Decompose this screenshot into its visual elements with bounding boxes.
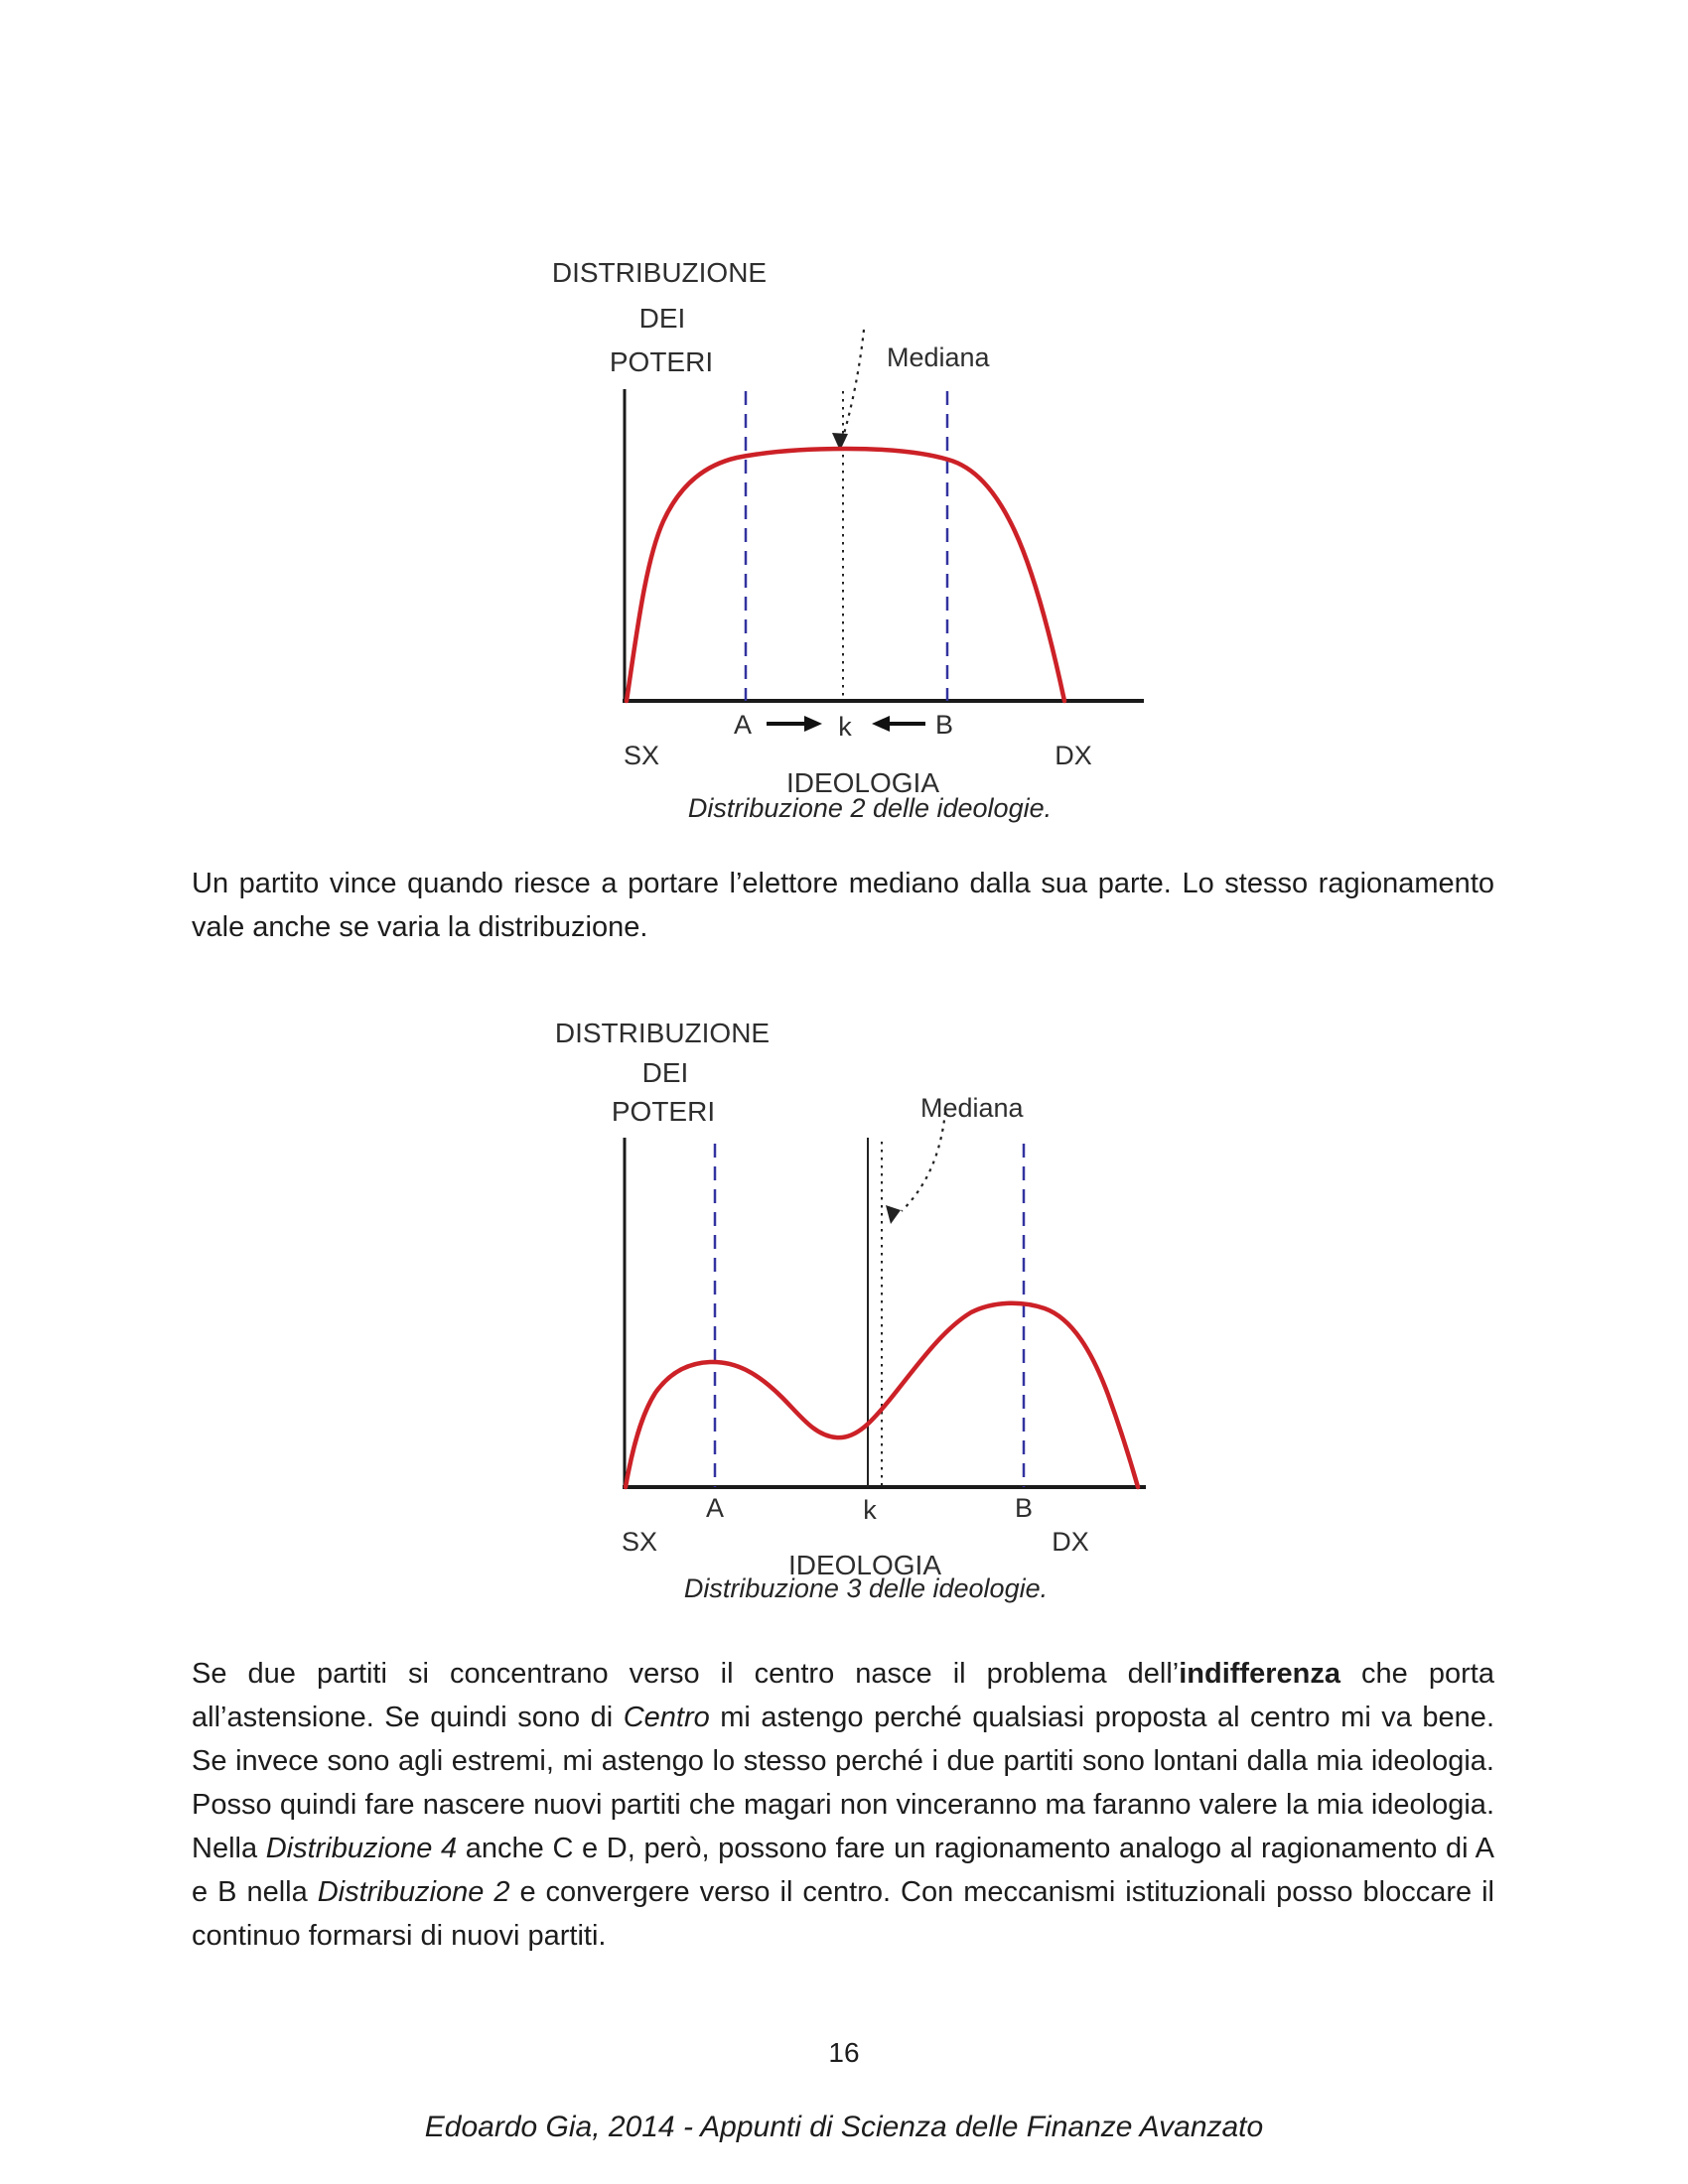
y-axis-title-line2: DEI xyxy=(639,303,686,334)
page-number: 16 xyxy=(828,2037,860,2068)
y-axis-title-line3: POTERI xyxy=(610,346,713,377)
text-segment: Distribuzione 4 xyxy=(265,1833,458,1864)
text-segment: anche C e D, però, possono fare un ragio… xyxy=(192,1833,1494,1908)
tick-b-label: B xyxy=(1015,1493,1033,1523)
y-axis-title-line2: DEI xyxy=(642,1057,689,1088)
text-segment: Distribuzione 2 xyxy=(317,1876,510,1908)
text-segment: mi astengo perché qualsiasi proposta al … xyxy=(192,1702,1494,1864)
tick-k-label: k xyxy=(838,712,852,742)
mediana-arrowhead-icon xyxy=(886,1205,901,1224)
arrow-a-toward-k-head-icon xyxy=(804,716,822,732)
chart-distribuzione-2: DISTRIBUZIONE DEI POTERI Mediana A k B S… xyxy=(552,257,1144,823)
x-axis-title: IDEOLOGIA xyxy=(786,767,939,798)
chart-caption: Distribuzione 3 delle ideologie. xyxy=(684,1573,1048,1603)
mediana-arrowhead-icon xyxy=(832,433,848,451)
mediana-arrow-line xyxy=(841,329,866,438)
y-axis-title-line1: DISTRIBUZIONE xyxy=(555,1018,770,1048)
tick-k-label: k xyxy=(863,1495,877,1525)
tick-b-label: B xyxy=(935,710,953,740)
y-axis-title-line1: DISTRIBUZIONE xyxy=(552,257,767,288)
text-segment: e convergere verso il centro. Con meccan… xyxy=(192,1876,1494,1952)
text-segment: che porta all’astensione. Se quindi sono… xyxy=(192,1658,1494,1733)
chart-caption: Distribuzione 2 delle ideologie. xyxy=(688,793,1052,823)
paragraph-median-voter: Un partito vince quando riesce a portare… xyxy=(192,868,1494,943)
chart-distribuzione-3: DISTRIBUZIONE DEI POTERI Mediana A k B S… xyxy=(555,1018,1146,1603)
x-axis-title: IDEOLOGIA xyxy=(788,1550,941,1580)
mediana-label: Mediana xyxy=(887,342,991,372)
ideology-distribution-curve xyxy=(624,446,1067,704)
arrow-b-toward-k-head-icon xyxy=(872,716,890,732)
dx-label: DX xyxy=(1052,1527,1089,1557)
dx-label: DX xyxy=(1055,741,1092,770)
mediana-arrow-line xyxy=(901,1111,947,1212)
mediana-label: Mediana xyxy=(920,1093,1025,1123)
text-segment: indifferenza xyxy=(1179,1658,1340,1690)
sx-label: SX xyxy=(622,1527,657,1557)
ideology-distribution-curve xyxy=(623,1300,1141,1490)
tick-a-label: A xyxy=(706,1493,724,1523)
text-segment: Se due partiti si concentrano verso il c… xyxy=(192,1658,1180,1690)
sx-label: SX xyxy=(624,741,659,770)
y-axis-title-line3: POTERI xyxy=(612,1096,715,1127)
footer-credit: Edoardo Gia, 2014 - Appunti di Scienza d… xyxy=(424,2111,1264,2143)
text-segment: Centro xyxy=(623,1702,710,1733)
paragraph-indifferenza: Se due partiti si concentrano verso il c… xyxy=(192,1652,1494,1958)
tick-a-label: A xyxy=(734,710,752,740)
